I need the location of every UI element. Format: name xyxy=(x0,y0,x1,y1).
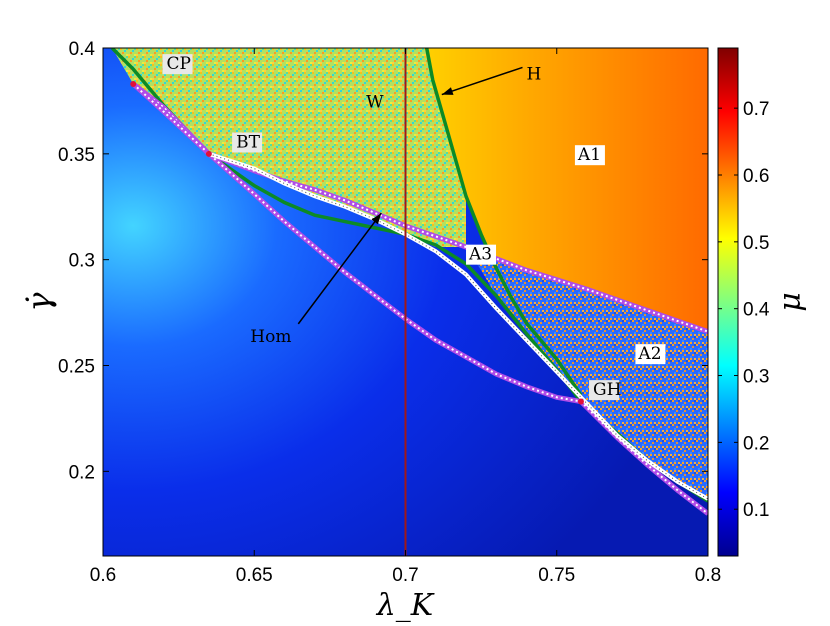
annotation-h-arrowhead xyxy=(441,87,454,95)
point-bt-label-box xyxy=(232,132,263,153)
colorbar-tick-label: 0.3 xyxy=(743,367,769,388)
point-gh xyxy=(577,398,584,405)
region-label-w: W xyxy=(366,92,384,112)
annotation-hom-arrowhead xyxy=(371,213,382,225)
region-label-a2: A2 xyxy=(637,344,661,364)
annotation-h-arrow xyxy=(441,66,523,96)
bifurcation-curves xyxy=(110,48,708,516)
colorbar-tick-label: 0.6 xyxy=(743,166,769,187)
point-bt xyxy=(205,150,212,157)
x-axis-ticks: 0.6 0.65 0.7 0.75 0.8 xyxy=(90,48,721,586)
x-axis-label: λ_K xyxy=(376,588,435,623)
y-axis-label: γ̇ xyxy=(20,292,58,312)
y-axis-ticks: 0.2 0.25 0.3 0.35 0.4 xyxy=(58,39,708,483)
region-label-a1: A1 xyxy=(577,145,601,165)
y-tick-label: 0.3 xyxy=(69,251,95,272)
colorbar-label: μ xyxy=(773,292,808,312)
point-cp-label: CP xyxy=(167,54,191,74)
region-label-a2-box xyxy=(635,344,666,365)
curve-h-upper xyxy=(424,48,583,397)
region-label-a3-box xyxy=(466,244,497,265)
point-gh-label: GH xyxy=(593,380,621,400)
region-labels: A1 W A3 A2 xyxy=(366,92,666,365)
point-bt-label: BT xyxy=(236,132,260,152)
region-label-a3: A3 xyxy=(468,245,492,265)
x-tick-label: 0.8 xyxy=(695,565,721,586)
colorbar-tick-label: 0.7 xyxy=(743,99,769,120)
x-tick-label: 0.6 xyxy=(90,565,116,586)
colorbar-ticks: 0.1 0.2 0.3 0.4 0.5 0.6 0.7 xyxy=(718,99,770,521)
y-tick-label: 0.2 xyxy=(69,462,95,483)
colorbar-tick-label: 0.2 xyxy=(743,433,769,454)
annotation-h-label: H xyxy=(527,64,542,84)
colorbar-tick-label: 0.4 xyxy=(743,300,770,321)
colorbar-tick-label: 0.5 xyxy=(743,233,769,254)
colorbar-tick-label: 0.1 xyxy=(743,500,769,521)
curve-hom xyxy=(208,151,708,501)
heatmap-plot-area xyxy=(103,48,708,556)
x-tick-label: 0.65 xyxy=(236,565,273,586)
point-cp xyxy=(130,80,137,87)
y-tick-label: 0.35 xyxy=(58,145,95,166)
y-tick-label: 0.4 xyxy=(69,39,96,60)
point-cp-label-box xyxy=(162,54,193,75)
region-w-fill xyxy=(112,48,466,247)
region-a1-fill xyxy=(426,48,708,396)
region-a2-fill xyxy=(466,247,708,499)
special-points xyxy=(130,80,584,405)
x-tick-label: 0.75 xyxy=(538,565,575,586)
annotation-hom-arrow xyxy=(297,212,382,325)
point-gh-label-box xyxy=(589,380,620,401)
annotations: CP BT GH H Hom xyxy=(162,54,621,401)
region-label-a1-box xyxy=(574,145,605,166)
annotation-hom-label: Hom xyxy=(250,327,291,347)
colorbar xyxy=(717,47,739,557)
y-tick-label: 0.25 xyxy=(58,357,95,378)
x-tick-label: 0.7 xyxy=(392,565,418,586)
